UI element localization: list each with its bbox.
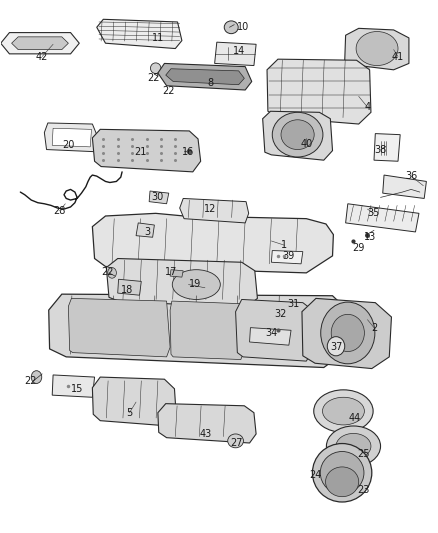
Polygon shape	[136, 223, 154, 237]
Text: 34: 34	[265, 328, 278, 338]
Text: 22: 22	[102, 267, 114, 277]
Polygon shape	[49, 294, 346, 368]
Text: 25: 25	[357, 449, 369, 458]
Text: 37: 37	[331, 342, 343, 352]
Text: 40: 40	[300, 139, 312, 149]
Polygon shape	[12, 37, 68, 50]
Text: 20: 20	[62, 140, 74, 150]
Text: 1: 1	[282, 240, 288, 250]
Ellipse shape	[314, 390, 373, 432]
Polygon shape	[345, 28, 409, 70]
Ellipse shape	[312, 443, 372, 502]
Text: 41: 41	[392, 52, 404, 61]
Polygon shape	[272, 251, 303, 264]
Polygon shape	[158, 403, 256, 443]
Text: 28: 28	[53, 206, 66, 216]
Polygon shape	[158, 63, 252, 90]
Polygon shape	[170, 301, 244, 360]
Polygon shape	[44, 123, 97, 152]
Text: 30: 30	[152, 192, 164, 203]
Text: 39: 39	[283, 251, 295, 261]
Ellipse shape	[322, 397, 364, 425]
Text: 23: 23	[357, 485, 369, 495]
Polygon shape	[263, 111, 332, 160]
Ellipse shape	[150, 63, 161, 74]
Text: 16: 16	[182, 147, 194, 157]
Text: 8: 8	[207, 78, 213, 88]
Ellipse shape	[281, 120, 314, 150]
Polygon shape	[92, 213, 333, 273]
Polygon shape	[92, 130, 201, 172]
Polygon shape	[276, 305, 324, 324]
Polygon shape	[302, 298, 392, 368]
Ellipse shape	[172, 270, 220, 300]
Ellipse shape	[326, 426, 381, 466]
Ellipse shape	[331, 314, 364, 352]
Text: 15: 15	[71, 384, 83, 394]
Polygon shape	[346, 204, 419, 232]
Polygon shape	[180, 198, 249, 223]
Ellipse shape	[228, 434, 244, 448]
Polygon shape	[267, 59, 371, 124]
Text: 31: 31	[287, 298, 299, 309]
Ellipse shape	[31, 370, 42, 383]
Polygon shape	[215, 42, 256, 66]
Ellipse shape	[272, 112, 323, 157]
Polygon shape	[1, 33, 79, 54]
Ellipse shape	[336, 433, 371, 459]
Text: 22: 22	[24, 376, 37, 386]
Text: 42: 42	[36, 52, 48, 61]
Polygon shape	[68, 298, 170, 357]
Ellipse shape	[108, 268, 117, 278]
Text: 22: 22	[162, 86, 175, 96]
Polygon shape	[92, 377, 176, 426]
Ellipse shape	[321, 302, 375, 364]
Text: 19: 19	[189, 279, 201, 288]
Text: 44: 44	[348, 413, 360, 423]
Ellipse shape	[356, 31, 398, 66]
Ellipse shape	[224, 21, 238, 34]
Text: 36: 36	[405, 171, 417, 181]
Text: 38: 38	[374, 144, 387, 155]
Ellipse shape	[325, 467, 359, 497]
Polygon shape	[170, 270, 183, 277]
Text: 21: 21	[134, 147, 147, 157]
Text: 32: 32	[274, 309, 286, 319]
Ellipse shape	[327, 337, 345, 356]
Text: 22: 22	[147, 73, 160, 83]
Polygon shape	[106, 259, 258, 308]
Polygon shape	[149, 191, 169, 204]
Text: 18: 18	[121, 286, 134, 295]
Text: 2: 2	[371, 322, 377, 333]
Text: 43: 43	[200, 429, 212, 439]
Polygon shape	[97, 19, 182, 49]
Polygon shape	[118, 279, 141, 295]
Polygon shape	[52, 128, 92, 147]
Ellipse shape	[320, 451, 364, 494]
Polygon shape	[250, 328, 291, 345]
Text: 12: 12	[204, 204, 216, 214]
Text: 4: 4	[364, 102, 371, 112]
Text: 14: 14	[233, 46, 245, 56]
Polygon shape	[236, 300, 314, 361]
Text: 17: 17	[165, 267, 177, 277]
Polygon shape	[374, 134, 400, 161]
Text: 29: 29	[353, 243, 365, 253]
Text: 3: 3	[144, 227, 150, 237]
Text: 5: 5	[127, 408, 133, 418]
Text: 13: 13	[364, 232, 376, 243]
Polygon shape	[166, 69, 244, 85]
Polygon shape	[52, 375, 95, 397]
Text: 27: 27	[230, 438, 243, 448]
Text: 35: 35	[368, 208, 380, 219]
Text: 24: 24	[309, 470, 321, 480]
Text: 11: 11	[152, 33, 164, 43]
Text: 10: 10	[237, 22, 249, 33]
Polygon shape	[383, 175, 426, 198]
